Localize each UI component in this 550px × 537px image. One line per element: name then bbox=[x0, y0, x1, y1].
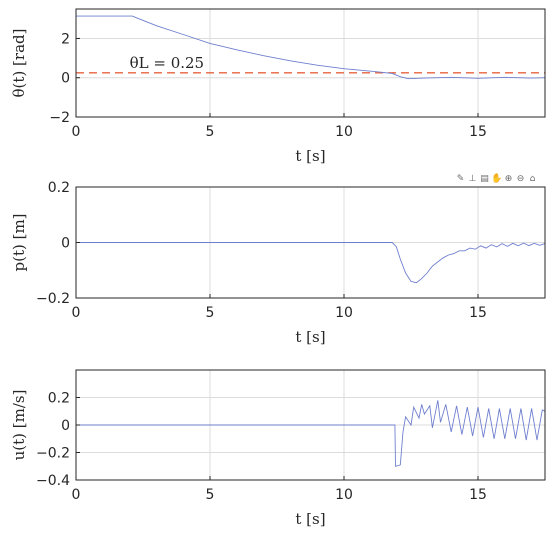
position-xtick-label: 10 bbox=[335, 305, 353, 321]
brush-icon[interactable]: ✎ bbox=[456, 174, 465, 184]
position-xlabel: t [s] bbox=[295, 328, 325, 346]
theta-xtick-label: 15 bbox=[469, 124, 487, 140]
velocity-xtick-label: 15 bbox=[469, 487, 487, 503]
theta-ytick-label: −2 bbox=[49, 110, 70, 126]
position-panel: 0 5 10 15−0.200.2 t [s] p(t) [m] bbox=[10, 180, 546, 346]
pan-icon[interactable]: ✋ bbox=[491, 174, 503, 184]
theta-series-line bbox=[76, 15, 546, 80]
theta-xlabel: t [s] bbox=[295, 147, 325, 165]
theta-xtick-label: 5 bbox=[206, 124, 215, 140]
home-icon[interactable]: ⌂ bbox=[529, 174, 536, 184]
theta-ytick-label: 2 bbox=[61, 31, 70, 47]
velocity-xtick-label: 10 bbox=[335, 487, 353, 503]
theta-panel: θL = 0.25 0 5 10 15−202 t [s] θ(t) [rad] bbox=[10, 8, 546, 165]
position-ylabel: p(t) [m] bbox=[10, 213, 28, 271]
theta-xtick-label: 10 bbox=[335, 124, 353, 140]
position-ytick-label: −0.2 bbox=[36, 291, 70, 307]
velocity-ylabel: u(t) [m/s] bbox=[10, 390, 28, 461]
theta-ylabel: θ(t) [rad] bbox=[10, 29, 28, 98]
velocity-xtick-label: 5 bbox=[206, 487, 215, 503]
position-xtick-label: 5 bbox=[206, 305, 215, 321]
theta-xtick-label: 0 bbox=[72, 124, 81, 140]
theta-ytick-label: 0 bbox=[61, 71, 70, 87]
position-series-line bbox=[76, 242, 546, 284]
export-icon[interactable]: ▤ bbox=[480, 174, 489, 184]
velocity-xtick-label: 0 bbox=[72, 487, 81, 503]
velocity-ticks: 0 5 10 15 −0.4 −0.2 0 0.2 bbox=[36, 391, 487, 504]
velocity-xlabel: t [s] bbox=[295, 510, 325, 528]
position-ytick-label: 0 bbox=[61, 236, 70, 252]
velocity-series-line bbox=[76, 400, 546, 467]
velocity-ytick-label: 0.2 bbox=[48, 391, 70, 407]
position-ytick-label: 0.2 bbox=[48, 180, 70, 196]
position-ticks: 0 5 10 15−0.200.2 bbox=[36, 180, 487, 321]
velocity-ytick-label: −0.2 bbox=[36, 446, 70, 462]
zoom-out-icon[interactable]: ⊖ bbox=[516, 174, 525, 184]
theta-axes-frame bbox=[75, 8, 546, 118]
position-xtick-label: 15 bbox=[469, 305, 487, 321]
theta-threshold-label: θL = 0.25 bbox=[130, 54, 205, 72]
axes-toolbar: ✎ ⊥ ▤ ✋ ⊕ ⊖ ⌂ bbox=[455, 174, 538, 185]
position-xtick-label: 0 bbox=[72, 305, 81, 321]
velocity-ytick-label: −0.4 bbox=[36, 473, 70, 489]
theta-ticks: 0 5 10 15−202 bbox=[49, 31, 487, 140]
velocity-ytick-label: 0 bbox=[61, 418, 70, 434]
data-tip-icon[interactable]: ⊥ bbox=[468, 174, 477, 184]
velocity-panel: 0 5 10 15 −0.4 −0.2 0 0.2 t [s] u(t) [m/s] bbox=[10, 369, 546, 528]
zoom-in-icon[interactable]: ⊕ bbox=[504, 174, 513, 184]
